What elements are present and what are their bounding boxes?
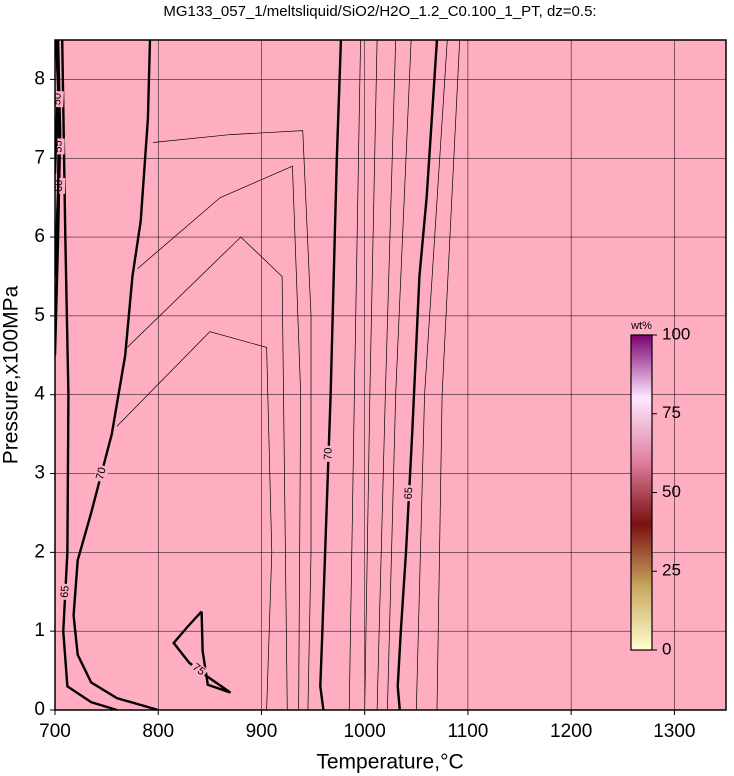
contour-label: 55 [52,140,64,152]
contour-line [415,40,448,710]
contour-line [436,40,461,710]
x-tick-label: 1000 [344,721,386,742]
contour-line [387,40,412,710]
contour-label-bg [55,90,64,108]
x-tick-label: 1100 [447,721,488,742]
contour-label-bg [58,583,72,601]
contour-label-group: 75 [188,660,209,680]
contour-line [348,40,361,710]
contour-label: 60 [53,180,65,192]
contour-line [376,40,397,710]
y-tick-label: 6 [34,226,45,247]
contour-label-group: 70 [93,464,110,483]
colorbar-tick-label: 0 [662,639,671,658]
contour-label: 75 [190,661,207,678]
contour-line [127,236,288,710]
contour-line [116,331,273,710]
y-tick-label: 0 [34,699,45,720]
x-tick-label: 1300 [653,721,695,742]
contour-label: 65 [59,585,72,598]
y-tick-label: 8 [34,68,45,89]
contour-label-group: 70 [322,445,335,463]
x-tick-label: 700 [39,721,71,742]
contour-line [137,165,302,710]
y-tick-label: 2 [34,541,45,562]
x-tick-label: 900 [246,721,278,742]
contour-label-bg [93,464,110,483]
colorbar-tick-label: 25 [662,561,681,580]
x-tick-label: 800 [142,721,174,742]
contour-label-bg [322,445,335,463]
contour-label: 65 [403,487,416,500]
contour-line [172,610,232,694]
colorbar-tick-label: 50 [662,482,681,501]
x-axis-label: Temperature,°C [316,751,463,774]
y-tick-label: 4 [34,384,45,405]
contour-label-group: 50 [51,90,64,108]
y-tick-label: 3 [34,463,45,484]
contour-label: 70 [94,466,109,481]
colorbar-label: wt% [630,320,652,332]
contour-line [153,130,312,710]
contour-label-bg [188,660,209,680]
contours: 70 65 70 75 65 60 55 50 [51,40,461,710]
contour-label-group: 65 [58,583,72,601]
colorbar [630,334,653,651]
contour-line [72,40,159,710]
y-axis-label: Pressure,x100MPa [0,285,23,464]
contour-label-group: 65 [402,484,416,502]
y-tick-label: 7 [34,147,45,168]
contour-line [364,40,378,710]
x-tick-label: 1200 [550,721,592,742]
y-tick-label: 5 [34,305,45,326]
contour-label: 50 [51,93,64,106]
contour-label-bg [402,484,416,502]
contour-label: 70 [322,447,334,460]
colorbar-tick-label: 75 [662,403,681,422]
colorbar-tick-label: 100 [662,324,690,343]
chart-title: MG133_057_1/meltsliquid/SiO2/H2O_1.2_C0.… [163,3,596,20]
plot-background [55,40,726,710]
y-tick-label: 1 [34,620,45,641]
plot-frame [54,39,727,711]
